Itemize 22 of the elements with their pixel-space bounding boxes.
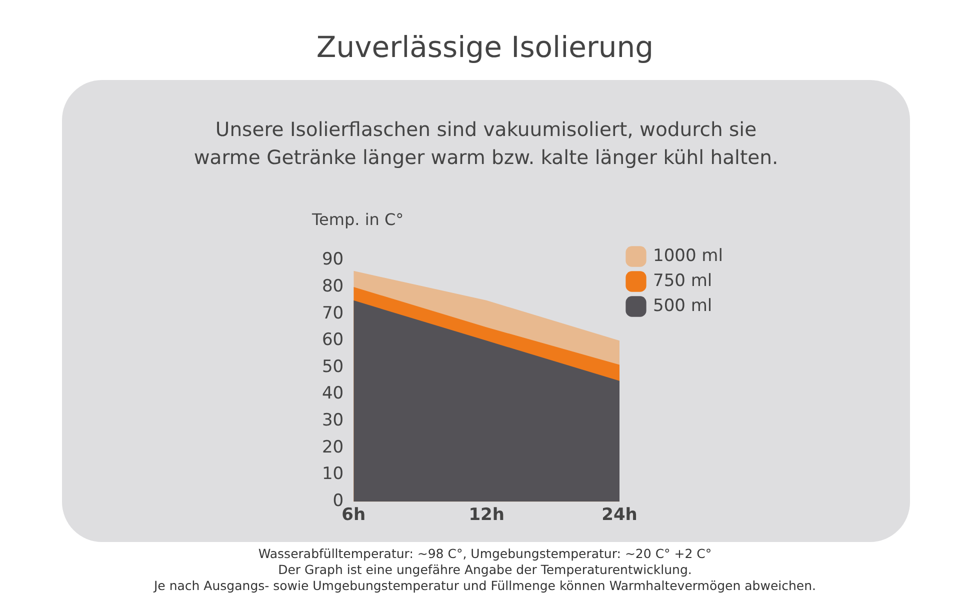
y-tick-label: 0	[332, 491, 344, 512]
legend-label: 500 ml	[653, 296, 712, 316]
x-tick-label: 24h	[602, 505, 638, 526]
chart-title: Zuverlässige Isolierung	[315, 30, 655, 64]
y-tick-label: 80	[322, 276, 344, 296]
y-tick-label: 30	[322, 410, 344, 431]
text: Wasserabfülltemperatur: ~98 C°, Umgebungstemperatur: ~20 C° +2 C°	[257, 546, 713, 562]
text: Je nach Ausgangs- sowie Umgebungstemperatur und Füllmenge können Warmhaltevermögen abweichen.	[152, 578, 818, 594]
chart-subtitle: Unsere Isolierflaschen sind vakuumisoliert, wodurch sie warme Getränke länger warm bzw. kalte länger kühl halten.	[192, 117, 780, 171]
legend-label: 1000 ml	[653, 246, 723, 266]
y-tick-label: 50	[322, 356, 344, 377]
y-tick-label: 10	[322, 464, 344, 484]
y-axis-title: Temp. in C°	[312, 210, 404, 229]
x-tick-label: 6h	[342, 505, 366, 526]
y-tick-label: 60	[322, 330, 344, 350]
legend-label: 750 ml	[653, 270, 712, 291]
y-tick-label: 20	[322, 437, 344, 458]
y-tick-label: 40	[322, 384, 344, 404]
y-tick-label: 70	[322, 303, 344, 324]
x-tick-label: 12h	[468, 505, 504, 526]
y-tick-label: 90	[322, 250, 344, 270]
text: Der Graph ist eine ungefähre Angabe der Temperaturentwicklung.	[277, 562, 693, 578]
